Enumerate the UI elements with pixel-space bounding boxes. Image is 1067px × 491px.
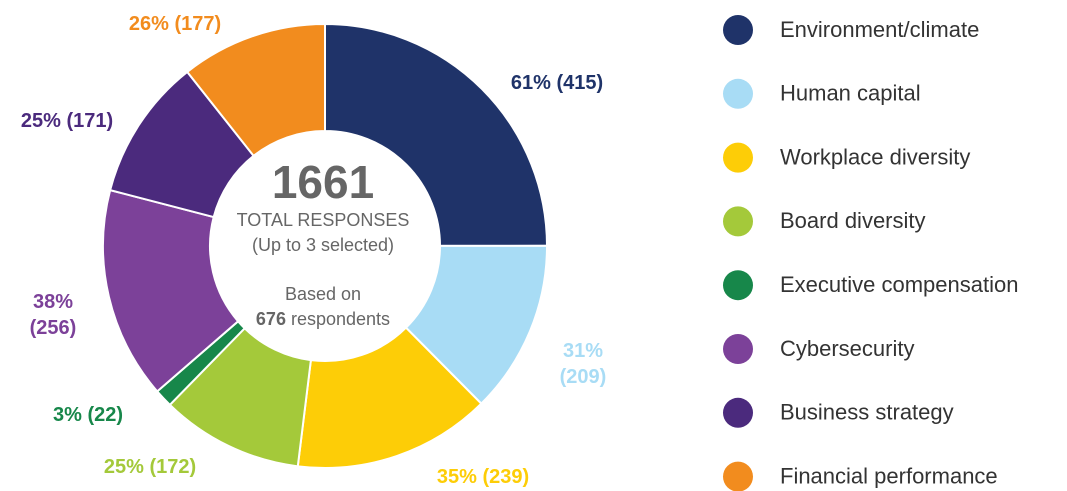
slice (102, 188, 240, 393)
legend-swatch (723, 206, 753, 237)
legend-swatch (723, 15, 753, 45)
value-label: 31% (209) (559, 340, 607, 388)
value-label: 26% (177) (128, 13, 222, 35)
center-text: (Up to 3 selected) (252, 235, 394, 255)
value-label: 25% (171) (20, 110, 114, 132)
legend-label: Human capital (780, 81, 921, 106)
legend-label: Environment/climate (780, 17, 979, 42)
center-text: TOTAL RESPONSES (237, 210, 410, 230)
value-label: 61% (415) (510, 72, 604, 94)
legend-swatch (723, 334, 753, 364)
slice (185, 22, 326, 158)
center-text: 676 respondents (256, 309, 390, 329)
legend-label: Cybersecurity (780, 336, 914, 361)
slice (296, 326, 483, 469)
center-respondents: 676 (256, 309, 286, 329)
slice (324, 22, 549, 247)
legend-label: Executive compensation (780, 272, 1018, 297)
center-total: 1661 (272, 156, 374, 208)
legend-swatch (723, 270, 753, 301)
value-label: 3% (22) (52, 404, 124, 426)
value-label: 25% (172) (103, 456, 197, 478)
legend-label: Business strategy (780, 400, 954, 425)
legend-label: Financial performance (780, 463, 998, 488)
value-label: 35% (239) (436, 466, 530, 488)
center-text: respondents (291, 309, 390, 329)
legend-label: Board diversity (780, 208, 926, 233)
legend-swatch (723, 397, 753, 428)
legend-label: Workplace diversity (780, 144, 970, 169)
legend-swatch (723, 461, 753, 491)
legend-swatch (723, 142, 753, 173)
center-text: Based on (285, 284, 361, 304)
value-label: 38% (256) (29, 291, 77, 339)
legend-swatch (723, 78, 753, 109)
